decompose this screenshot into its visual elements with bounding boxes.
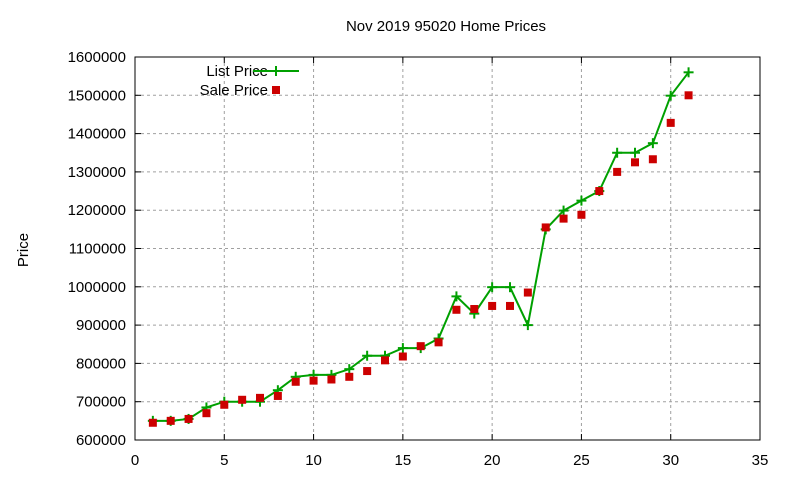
sale-price-point xyxy=(381,356,389,365)
sale-price-point xyxy=(631,158,639,167)
sale-price-point xyxy=(345,372,354,381)
list-price-point xyxy=(647,138,658,149)
x-tick-label: 25 xyxy=(573,452,590,469)
list-price-point xyxy=(576,195,587,206)
list-price-line xyxy=(152,71,690,422)
x-tick-label: 15 xyxy=(395,452,412,469)
list-price-point xyxy=(683,67,694,78)
sale-price-point xyxy=(398,352,407,361)
grid xyxy=(135,57,760,440)
list-price-point xyxy=(522,320,533,331)
x-tick-label: 30 xyxy=(662,452,679,469)
y-tick-label: 1500000 xyxy=(68,87,126,104)
legend-swatch-sale-price xyxy=(272,86,280,94)
sale-price-point xyxy=(595,187,604,196)
sale-price-point xyxy=(166,416,175,425)
legend-label-list-price: List Price xyxy=(206,63,268,80)
plot-border xyxy=(134,56,761,441)
legend-label-sale-price: Sale Price xyxy=(200,82,268,99)
sale-price-point xyxy=(202,409,211,418)
list-price-point xyxy=(487,282,498,293)
sale-price-point xyxy=(470,305,479,314)
sale-price-point xyxy=(523,288,532,297)
sale-price-point xyxy=(363,367,372,376)
list-price-point xyxy=(558,205,569,216)
list-price-point xyxy=(665,90,676,101)
sale-price-point xyxy=(184,414,193,423)
list-price-point xyxy=(397,343,408,354)
y-tick-label: 1000000 xyxy=(68,279,126,296)
y-tick-label: 600000 xyxy=(76,432,126,449)
y-tick-label: 1300000 xyxy=(68,164,126,181)
y-tick-label: 800000 xyxy=(76,355,126,372)
sale-price-point xyxy=(648,155,657,164)
list-price-point xyxy=(505,282,515,293)
y-tick-label: 700000 xyxy=(76,394,126,411)
list-price-point xyxy=(451,291,462,302)
list-price-point xyxy=(344,364,355,375)
sale-price-point xyxy=(684,91,693,100)
y-tick-label: 900000 xyxy=(76,317,126,334)
chart-title: Nov 2019 95020 Home Prices xyxy=(346,18,546,35)
sale-price-point xyxy=(416,342,425,351)
sale-price-point xyxy=(559,214,568,223)
sale-price-point xyxy=(452,305,461,314)
x-tick-label: 10 xyxy=(305,452,322,469)
list-price-point xyxy=(630,147,640,158)
y-axis-label: Price xyxy=(15,233,32,267)
sale-price-point xyxy=(238,395,247,404)
ticks: 0 5 10 15 20 25 30 35 600000 700000 800000 900000 10… xyxy=(68,49,769,469)
sale-price-point xyxy=(488,301,497,310)
sale-price-point xyxy=(666,118,675,127)
list-price-point xyxy=(612,147,623,158)
sale-price-point xyxy=(434,338,443,347)
y-tick-label: 1100000 xyxy=(69,241,126,258)
sale-price-point xyxy=(220,400,229,409)
sale-price-point xyxy=(148,418,157,427)
sale-price-point xyxy=(613,167,622,176)
x-tick-label: 5 xyxy=(220,452,228,469)
sale-price-point xyxy=(291,377,300,386)
legend: List Price Sale Price xyxy=(200,63,299,99)
y-tick-label: 1200000 xyxy=(68,202,126,219)
x-tick-label: 0 xyxy=(131,452,139,469)
sale-price-point xyxy=(256,393,264,402)
x-tick-label: 20 xyxy=(484,452,501,469)
x-tick-label: 35 xyxy=(752,452,769,469)
sale-price-point xyxy=(273,391,282,400)
list-price-point xyxy=(362,350,373,361)
sale-price-point xyxy=(309,376,318,385)
sale-price-point xyxy=(327,375,336,384)
plot-area xyxy=(147,67,694,427)
sale-price-point xyxy=(541,223,550,232)
sale-price-point xyxy=(577,210,586,219)
y-tick-label: 1600000 xyxy=(68,49,126,66)
sale-price-point xyxy=(506,301,514,310)
y-tick-label: 1400000 xyxy=(68,126,126,143)
